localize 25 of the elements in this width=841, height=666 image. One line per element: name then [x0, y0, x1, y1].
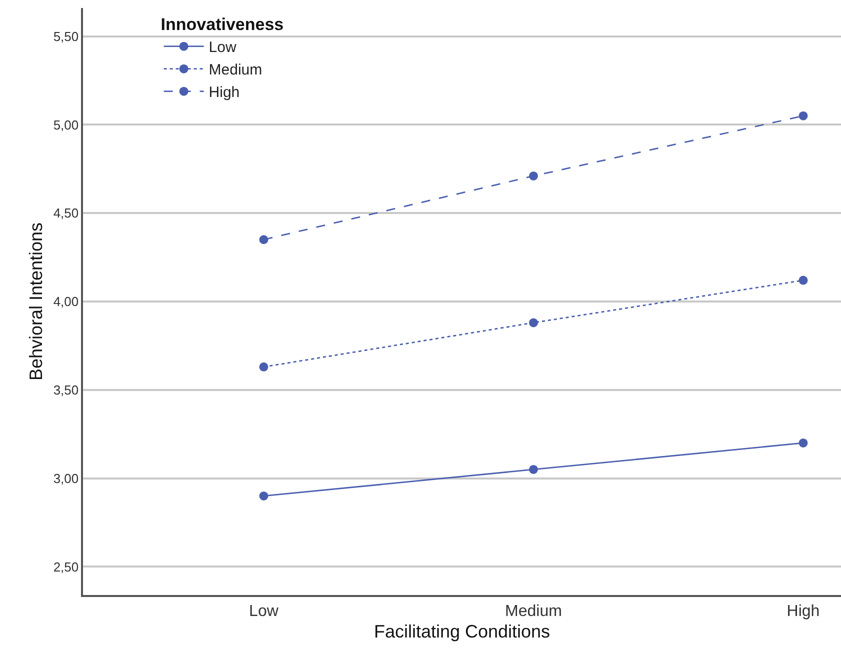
point [798, 111, 808, 120]
legend-title: Innovativeness [160, 15, 284, 34]
x-axis-title: Facilitating Conditions [374, 622, 550, 642]
x-tick-label: High [786, 602, 820, 620]
y-tick-label: 4,50 [53, 206, 79, 221]
point [259, 362, 268, 372]
y-tick-label: 5,50 [53, 28, 79, 44]
point [528, 464, 538, 474]
point [528, 318, 538, 328]
point [259, 235, 268, 244]
y-tick-label: 2,50 [53, 559, 79, 574]
legend-label: High [208, 84, 240, 102]
y-tick-label: 4,00 [53, 294, 79, 310]
y-tick-label: 3,50 [53, 382, 79, 398]
point [528, 171, 538, 180]
y-tick-label: 3,00 [53, 470, 79, 486]
x-tick-label: Medium [505, 602, 562, 620]
legend-label: Low [208, 39, 236, 56]
x-tick-label: Low [249, 602, 279, 620]
point [798, 438, 808, 448]
y-axis-title: Behvioral Intentions [26, 222, 46, 381]
point [798, 276, 808, 285]
legend-label: Medium [208, 62, 262, 79]
point [259, 491, 268, 500]
y-tick-label: 5,00 [53, 117, 79, 132]
